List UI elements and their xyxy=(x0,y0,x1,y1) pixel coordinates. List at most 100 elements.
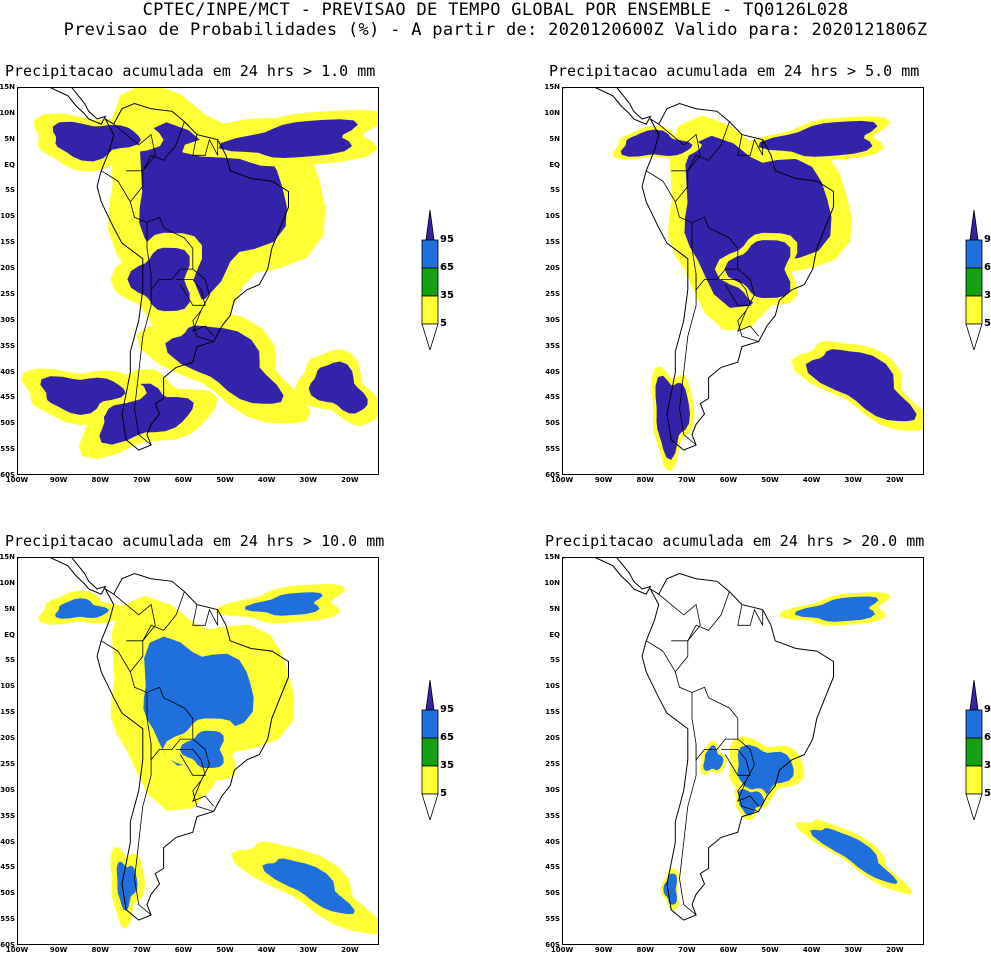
latitude-label: 20S xyxy=(545,264,560,273)
colorbar-segment xyxy=(965,323,983,352)
probability-contour-c65 xyxy=(262,858,355,914)
probability-map-svg xyxy=(563,558,912,921)
central-america-coastline xyxy=(18,88,107,125)
longitude-label: 60W xyxy=(719,946,738,954)
longitude-label: 70W xyxy=(133,946,151,954)
country-border xyxy=(129,121,214,342)
panel-4-colorbar: 95 65 35 5 xyxy=(962,679,991,822)
longitude-label: 20W xyxy=(886,946,904,954)
latitude-label: 50S xyxy=(0,419,15,428)
probability-contour-c65 xyxy=(663,873,677,905)
country-border xyxy=(674,121,759,342)
longitude-label: 100W xyxy=(5,946,29,954)
panel-3-title: Precipitacao acumulada em 24 hrs > 10.0 … xyxy=(5,532,385,550)
latitude-label: 50S xyxy=(545,419,560,428)
latitude-label: 60S xyxy=(0,941,15,949)
colorbar-label: 5 xyxy=(984,788,991,799)
probability-map-svg xyxy=(18,558,378,934)
latitude-label: 10N xyxy=(544,108,560,117)
latitude-label: 25S xyxy=(0,289,15,298)
south-america-coastline xyxy=(641,572,834,921)
longitude-label: 50W xyxy=(761,476,779,484)
latitude-label: 5S xyxy=(5,656,15,665)
panel-4-map xyxy=(562,557,924,945)
colorbar-label: 95 xyxy=(440,704,454,715)
panel-2-colorbar: 95 65 35 5 xyxy=(962,209,991,352)
latitude-label: EQ xyxy=(4,630,15,639)
longitude-label: 30W xyxy=(844,476,862,484)
longitude-label: 90W xyxy=(594,946,613,954)
longitude-label: 70W xyxy=(678,476,696,484)
central-america-coastline xyxy=(563,558,652,595)
country-border xyxy=(176,748,206,776)
colorbar-segment xyxy=(965,765,983,795)
longitude-label: 70W xyxy=(133,476,151,484)
latitude-label: 30S xyxy=(0,315,15,324)
latitude-label: 15N xyxy=(544,83,560,91)
south-america-coastline xyxy=(96,102,289,451)
latitude-label: 45S xyxy=(0,393,15,402)
longitude-label: 30W xyxy=(299,946,317,954)
longitude-label: 80W xyxy=(636,476,654,484)
colorbar-label: 5 xyxy=(984,318,991,329)
colorbar-svg xyxy=(421,679,439,822)
country-border xyxy=(679,274,697,446)
country-border xyxy=(658,593,701,642)
colorbar-svg xyxy=(421,209,439,352)
longitude-label: 40W xyxy=(802,476,821,484)
panel-4-title: Precipitacao acumulada em 24 hrs > 20.0 … xyxy=(545,532,925,550)
probability-contour-c65 xyxy=(116,861,138,911)
longitude-label: 40W xyxy=(802,946,821,954)
longitude-label: 20W xyxy=(886,476,904,484)
south-america-coastline xyxy=(96,572,289,921)
panel-1-map xyxy=(17,87,379,475)
latitude-label: 5N xyxy=(4,604,15,613)
colorbar-label: 35 xyxy=(440,290,454,301)
probability-map-svg xyxy=(18,88,378,460)
colorbar-segment xyxy=(965,737,983,767)
longitude-label: 40W xyxy=(257,946,276,954)
longitude-label: 20W xyxy=(341,946,359,954)
south-america-coastline xyxy=(641,102,834,451)
colorbar-label: 5 xyxy=(440,788,447,799)
probability-contour-c95 xyxy=(655,375,690,460)
longitude-label: 80W xyxy=(91,476,109,484)
country-border xyxy=(691,222,738,291)
country-border xyxy=(113,593,156,642)
colorbar-segment xyxy=(421,793,439,822)
colorbar-label: 65 xyxy=(984,262,991,273)
latitude-label: 10S xyxy=(0,682,15,691)
latitude-label: 10S xyxy=(0,212,15,221)
latitude-label: 55S xyxy=(0,915,15,924)
country-border xyxy=(100,170,131,203)
colorbar-segment xyxy=(969,209,979,241)
latitude-label: 10S xyxy=(545,212,560,221)
country-border xyxy=(737,780,759,807)
longitude-label: 90W xyxy=(49,946,68,954)
latitude-label: 60S xyxy=(545,471,560,479)
country-border xyxy=(192,310,214,337)
panel-3-colorbar: 95 65 35 5 xyxy=(418,679,478,822)
panel-2-map xyxy=(562,87,924,475)
colorbar-label: 65 xyxy=(984,732,991,743)
longitude-label: 70W xyxy=(678,946,696,954)
central-america-coastline xyxy=(563,88,652,125)
longitude-label: 100W xyxy=(5,476,29,484)
longitude-label: 60W xyxy=(174,476,193,484)
country-border xyxy=(176,278,206,306)
latitude-label: 5S xyxy=(550,656,560,665)
latitude-label: 15S xyxy=(0,238,15,247)
probability-contour-c95 xyxy=(165,325,284,404)
country-border xyxy=(721,278,751,306)
probability-contour-c65 xyxy=(737,744,794,799)
latitude-label: 20S xyxy=(0,264,15,273)
latitude-label: 5N xyxy=(549,134,560,143)
latitude-label: 40S xyxy=(545,837,560,846)
probability-contour-c95 xyxy=(805,349,917,422)
latitude-label: 40S xyxy=(545,367,560,376)
country-border xyxy=(146,692,193,761)
probability-contour-c65 xyxy=(244,592,323,616)
longitude-label: 90W xyxy=(594,476,613,484)
country-border xyxy=(192,604,219,626)
colorbar-segment xyxy=(421,737,439,767)
